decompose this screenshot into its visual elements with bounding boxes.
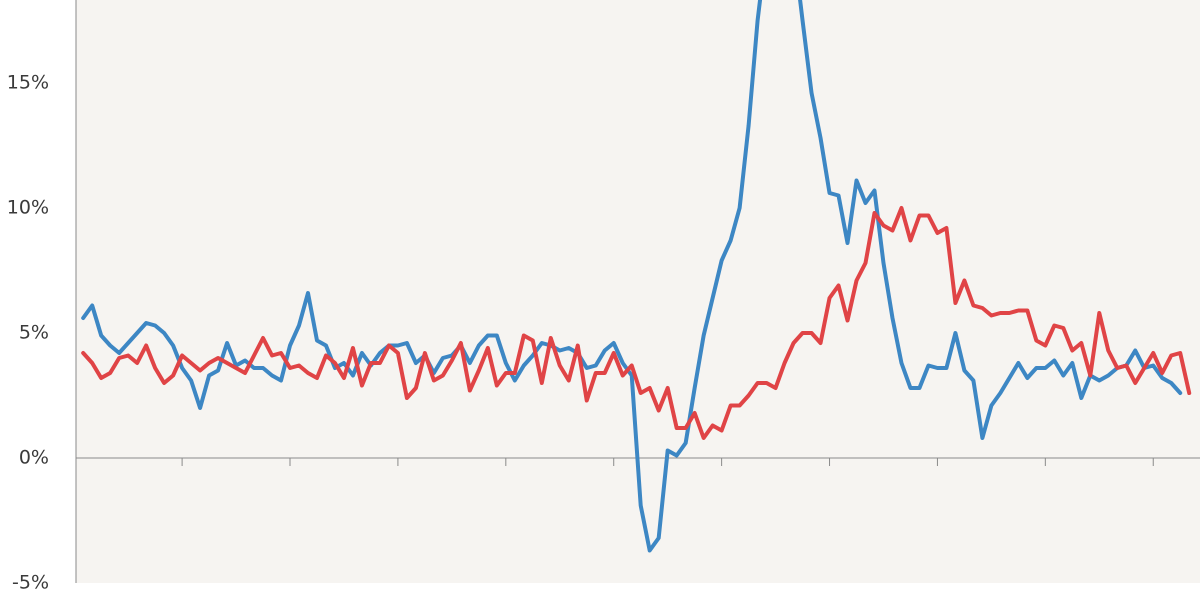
plot (81, 0, 1192, 553)
series-line (81, 206, 1192, 440)
y-tick-label: -5% (12, 572, 49, 594)
y-tick-label: 10% (7, 197, 49, 219)
series-line (81, 0, 1183, 553)
y-tick-label: 5% (19, 322, 49, 344)
plot-area (76, 0, 1200, 583)
axes: -5% 0% 5% 10% 15% (7, 72, 1200, 594)
y-tick-label: 0% (19, 447, 49, 469)
y-tick-label: 15% (7, 72, 49, 94)
